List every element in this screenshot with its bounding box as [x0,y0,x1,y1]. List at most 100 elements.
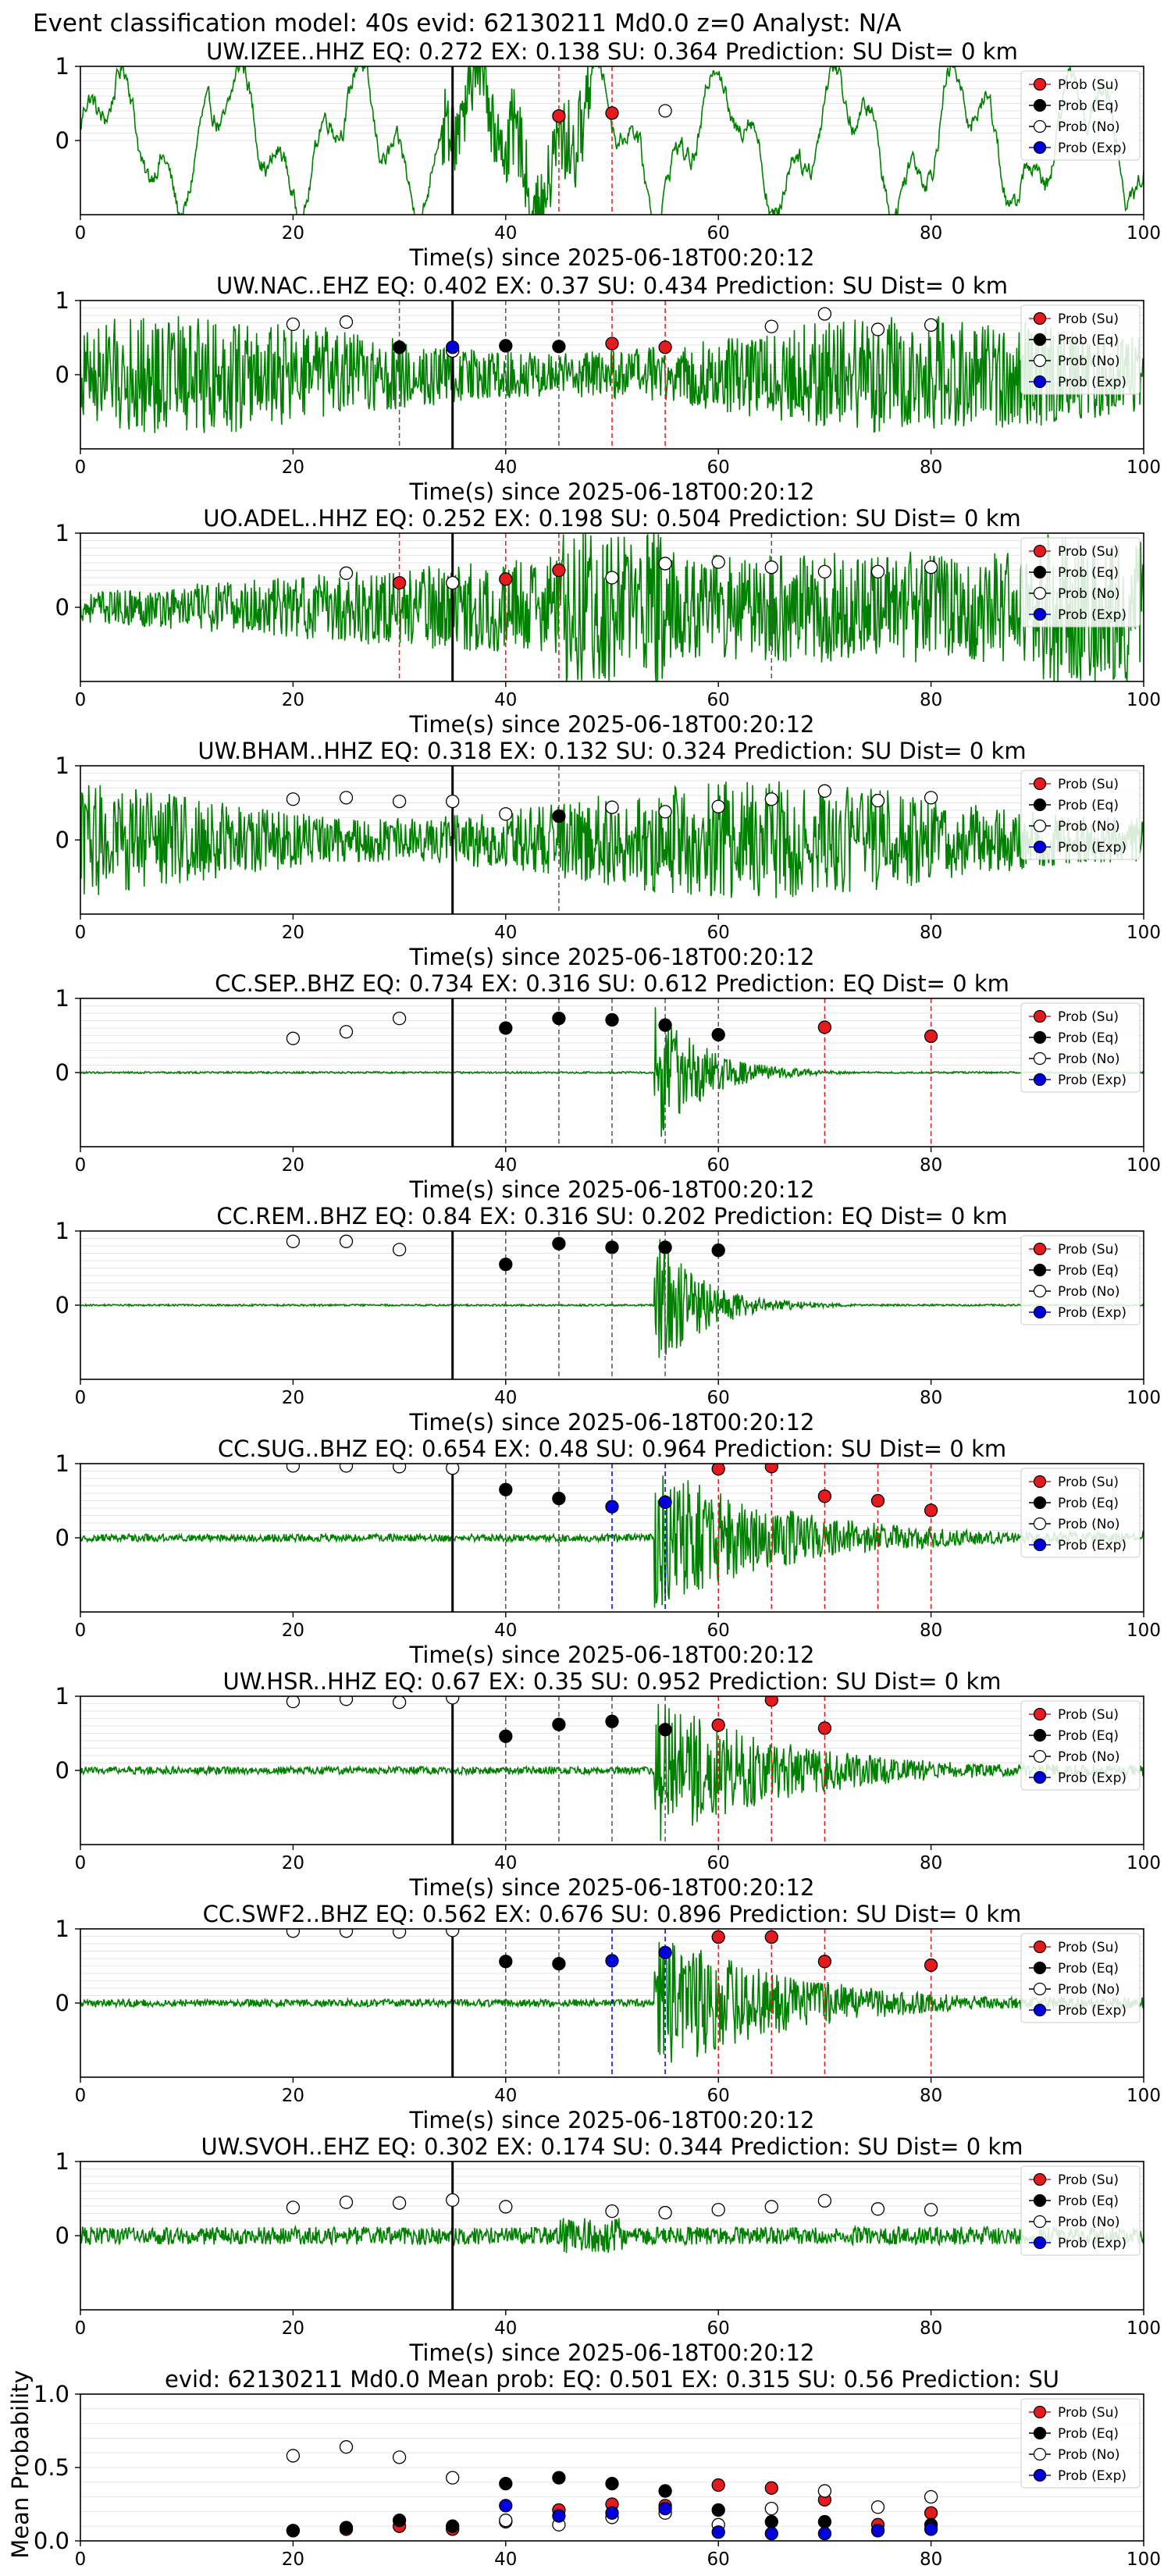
legend-label-exp: Prob (Exp) [1058,2003,1127,2019]
legend-marker-eq [1033,1961,1047,1975]
prob-no-point [286,1031,301,1045]
y-tick-label: 0 [55,361,69,388]
prob-exp-point [605,2506,619,2520]
legend-marker-no [1033,1284,1047,1298]
legend-marker-eq [1033,798,1047,812]
legend-marker-eq [1033,2426,1047,2440]
legend-marker-su [1033,1475,1047,1489]
prob-eq-point [605,1240,619,1254]
legend: Prob (Su) Prob (Eq) Prob (No) Prob (Exp) [1020,537,1141,628]
prob-no-point [658,805,672,819]
x-axis-label: Time(s) since 2025-06-18T00:20:12 [409,479,815,505]
prob-su-point [711,1718,725,1732]
x-tick-label: 100 [1127,2318,1161,2339]
prob-no-point [711,799,725,813]
prob-eq-point [286,2524,301,2538]
prob-exp-point [924,2522,938,2536]
y-tick-label: 1 [55,985,69,1012]
x-tick-label: 80 [920,223,942,244]
legend-label-eq: Prob (Eq) [1058,2194,1119,2209]
prob-no-point [817,2484,832,2498]
prob-eq-point [499,1729,513,1743]
legend-label-su: Prob (Su) [1058,777,1119,792]
prob-no-point [870,2202,885,2216]
y-tick-label: 0 [55,1757,69,1784]
legend-label-su: Prob (Su) [1058,77,1119,93]
y-tick-label: 0.5 [34,2454,69,2481]
prob-no-point [392,1696,407,1710]
station-panel-uw-bham-hhz: UW.BHAM..HHZ EQ: 0.318 EX: 0.132 SU: 0.3… [55,738,1161,970]
legend-marker-eq [1033,1030,1047,1044]
prob-no-point [446,1696,460,1705]
panel-title: CC.SEP..BHZ EQ: 0.734 EX: 0.316 SU: 0.61… [215,970,1009,997]
x-tick-label: 20 [282,1388,304,1408]
legend-label-eq: Prob (Eq) [1058,333,1119,348]
legend: Prob (Su) Prob (Eq) Prob (No) Prob (Exp) [1020,1002,1141,1093]
legend-label-no: Prob (No) [1058,1051,1120,1067]
prob-su-point [817,1955,832,1969]
prob-no-point [392,2196,407,2210]
prob-exp-point [499,2499,513,2513]
legend-label-su: Prob (Su) [1058,1475,1119,1490]
x-axis-label: Time(s) since 2025-06-18T00:20:12 [409,1642,815,1668]
x-tick-label: 60 [707,1853,730,1873]
prob-no-point [392,1929,407,1939]
prob-eq-point [817,2514,832,2529]
legend-label-exp: Prob (Exp) [1058,1538,1127,1553]
prob-su-point [924,2506,938,2520]
panel-title: UW.NAC..EHZ EQ: 0.402 EX: 0.37 SU: 0.434… [216,272,1008,299]
legend-label-no: Prob (No) [1058,2447,1120,2463]
prob-su-point [392,576,407,590]
prob-exp-point [711,2525,725,2539]
prob-eq-point [392,340,407,354]
prob-eq-point [552,1717,566,1731]
prob-exp-point [658,1945,672,1960]
prob-no-point [446,1929,460,1937]
legend-marker-exp [1033,2236,1047,2250]
legend-marker-no [1033,354,1047,368]
x-tick-label: 40 [494,923,517,943]
prob-no-point [392,2450,407,2464]
x-tick-label: 100 [1127,1155,1161,1176]
prob-eq-point [499,339,513,353]
legend: Prob (Su) Prob (Eq) Prob (No) Prob (Exp) [1020,1235,1141,1325]
prob-no-point [817,784,832,798]
prob-su-point [817,1020,832,1034]
prob-eq-point [552,1012,566,1026]
panel-title: CC.SUG..BHZ EQ: 0.654 EX: 0.48 SU: 0.964… [218,1436,1006,1462]
legend-label-eq: Prob (Eq) [1058,98,1119,114]
x-tick-label: 60 [707,457,730,478]
x-tick-label: 0 [75,690,87,710]
legend-marker-no [1033,1051,1047,1066]
prob-su-point [764,1464,778,1474]
waveform-trace [80,533,1144,681]
prob-no-point [446,2193,460,2208]
x-tick-label: 100 [1127,1621,1161,1641]
panel-title: CC.REM..BHZ EQ: 0.84 EX: 0.316 SU: 0.202… [216,1203,1007,1229]
legend-marker-eq [1033,2194,1047,2208]
x-tick-label: 80 [920,690,942,710]
legend-label-eq: Prob (Eq) [1058,1961,1119,1976]
x-tick-label: 80 [920,1155,942,1176]
legend-box [1020,2165,1141,2256]
prob-su-point [499,572,513,586]
prob-su-point [552,109,566,123]
panel-title: UW.HSR..HHZ EQ: 0.67 EX: 0.35 SU: 0.952 … [222,1668,1001,1695]
y-tick-label: 0 [55,594,69,621]
station-panel-uo-adel-hhz: UO.ADEL..HHZ EQ: 0.252 EX: 0.198 SU: 0.5… [55,505,1161,738]
legend-marker-eq [1033,1728,1047,1742]
y-tick-label: 1 [55,53,69,80]
prob-eq-point [499,2477,513,2491]
legend-marker-su [1033,1009,1047,1023]
legend-marker-exp [1033,1305,1047,1319]
legend-label-eq: Prob (Eq) [1058,1496,1119,1511]
prob-eq-point [658,1018,672,1032]
x-tick-label: 0 [75,1155,87,1176]
legend-label-su: Prob (Su) [1058,1940,1119,1955]
legend-label-exp: Prob (Exp) [1058,141,1127,156]
prob-no-point [392,1243,407,1257]
prob-su-point [605,336,619,350]
prob-no-point [339,566,354,580]
prob-exp-point [605,1954,619,1968]
x-axis-label: Time(s) since 2025-06-18T00:20:12 [409,244,815,271]
